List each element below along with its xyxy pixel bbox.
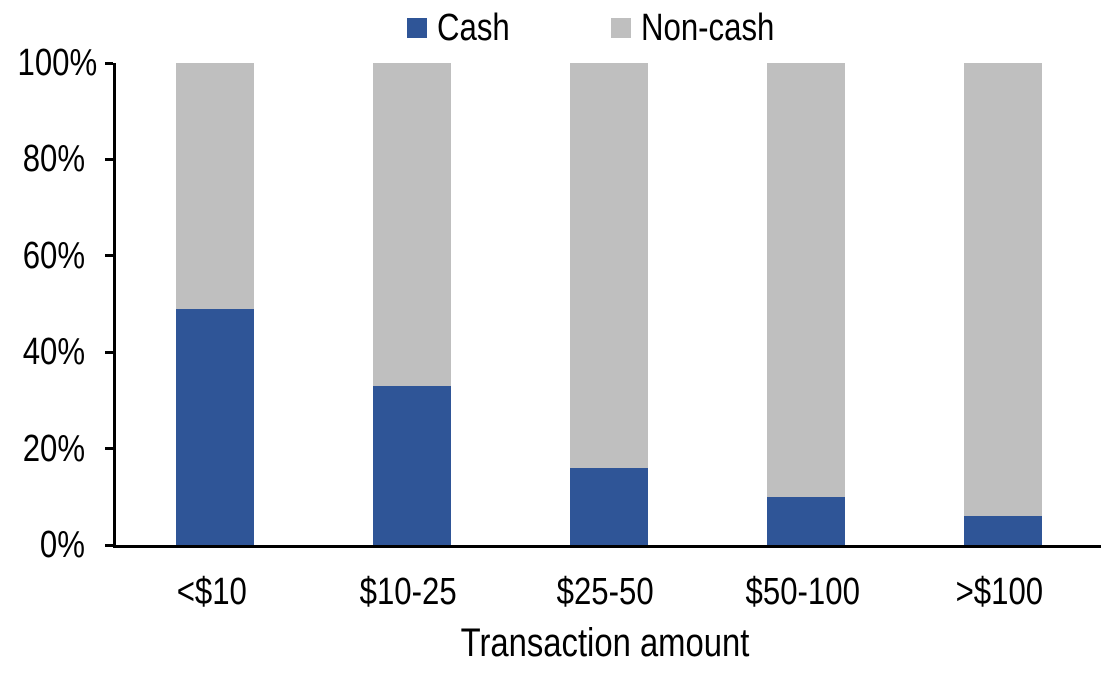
bar-slot [510,63,707,545]
stacked-bar-5 [963,63,1042,545]
legend-item-cash: Cash [407,8,526,48]
bar-slot [313,63,510,545]
bar-slot [116,63,313,545]
legend-label-cash: Cash [437,7,511,49]
y-tick-label: 40% [22,331,85,374]
y-tick-label: 0% [39,524,85,566]
bar-slots [116,63,1101,545]
x-tick-label: $25-50 [556,571,655,613]
noncash-swatch-icon [611,18,632,38]
segment-noncash [963,63,1042,517]
y-tick-label: 100% [17,42,98,84]
segment-noncash [175,63,254,309]
x-tick-label: >$100 [955,571,1044,613]
legend-item-noncash: Non-cash [611,8,804,48]
y-axis-tick [105,61,113,65]
x-tick-label: <$10 [176,571,247,613]
segment-noncash [569,63,648,468]
segment-cash [372,385,451,545]
y-axis-tick [105,254,113,258]
x-tick-label: $10-25 [359,571,458,613]
y-tick-label: 60% [22,234,85,277]
x-tick-label: $50-100 [745,571,860,613]
y-axis-tick [105,543,113,547]
bar-slot [707,63,904,545]
y-axis-tick [105,447,113,451]
segment-cash [569,467,648,545]
cash-swatch-icon [407,18,428,38]
bar-slot [904,63,1101,545]
y-axis-labels: 0% 20% 40% 60% 80% 100% [0,44,97,564]
stacked-bar-4 [766,63,845,545]
segment-noncash [766,63,845,497]
y-axis-tick [105,157,113,161]
segment-noncash [372,63,451,386]
stacked-bar-3 [569,63,648,545]
x-axis-labels: <$10 $10-25 $25-50 $50-100 >$100 [113,573,1098,613]
stacked-bar-2 [372,63,451,545]
plot-area [105,61,1101,548]
legend: Cash Non-cash [113,8,1098,48]
y-axis-tick [105,350,113,354]
segment-cash [963,516,1042,545]
y-tick-label: 80% [22,138,85,181]
x-axis-title: Transaction amount [461,621,750,665]
stacked-bar-1 [175,63,254,545]
legend-label-noncash: Non-cash [641,7,775,49]
segment-cash [175,308,254,545]
segment-cash [766,496,845,545]
y-tick-label: 20% [22,427,85,470]
